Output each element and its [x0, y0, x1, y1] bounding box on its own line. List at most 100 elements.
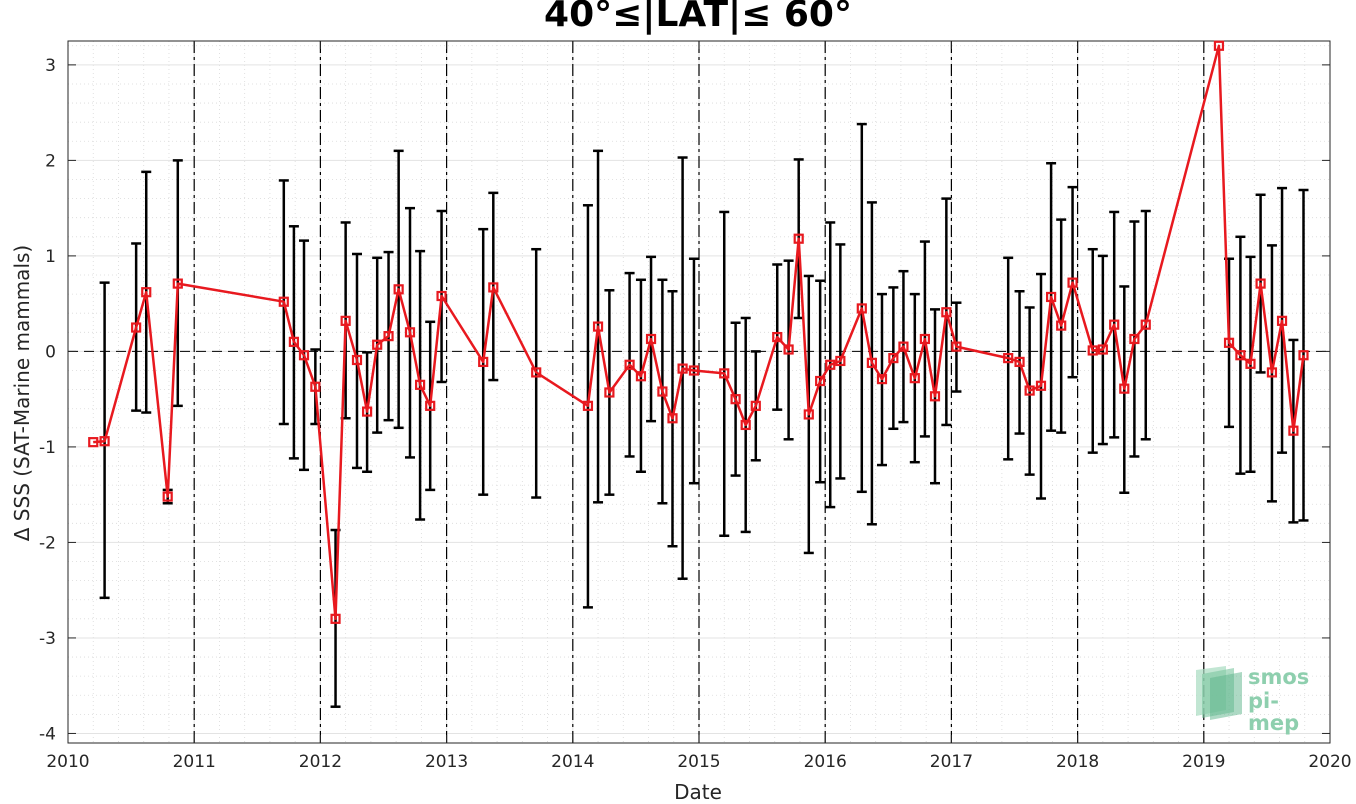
y-tick-label: 0 — [45, 342, 56, 362]
y-tick-label: 1 — [45, 247, 56, 267]
logo-text-line2: pi-mep — [1248, 689, 1300, 735]
data-point — [750, 400, 761, 411]
data-point — [425, 400, 436, 411]
data-point — [1298, 350, 1309, 361]
data-point — [604, 387, 615, 398]
data-point — [688, 365, 700, 376]
x-axis-label: Date — [674, 780, 722, 804]
data-point — [1097, 344, 1108, 355]
data-point — [929, 391, 941, 402]
data-point — [1129, 333, 1140, 345]
data-point — [888, 352, 899, 364]
data-point — [414, 379, 426, 390]
data-point — [1067, 277, 1078, 288]
y-tick-label: -4 — [39, 724, 56, 744]
data-point — [1140, 319, 1151, 330]
data-point — [719, 368, 730, 379]
data-point — [1235, 350, 1246, 361]
data-point — [592, 321, 604, 332]
x-tick-label: 2014 — [551, 752, 594, 772]
data-point — [866, 357, 877, 368]
x-tick-label: 2018 — [1056, 752, 1099, 772]
data-point — [898, 341, 909, 352]
x-tick-label: 2015 — [677, 752, 720, 772]
data-point — [288, 336, 299, 347]
data-point — [1255, 278, 1266, 289]
x-tick-label: 2013 — [425, 752, 468, 772]
y-tick-label: 3 — [45, 56, 56, 76]
data-point — [478, 356, 489, 368]
data-point — [645, 333, 657, 345]
data-point — [1276, 315, 1288, 326]
data-point — [783, 344, 794, 355]
x-tick-label: 2016 — [804, 752, 847, 772]
data-point — [1288, 425, 1299, 436]
chart-title: 40°≤|LAT|≤ 60° — [544, 0, 852, 35]
y-tick-label: 2 — [45, 151, 56, 171]
x-tick-label: 2012 — [299, 752, 342, 772]
data-point — [730, 394, 741, 405]
data-point — [582, 400, 594, 411]
data-point — [1245, 358, 1256, 369]
data-point — [856, 303, 867, 314]
data-point — [99, 436, 110, 447]
data-point — [772, 331, 783, 343]
data-point — [298, 350, 310, 361]
data-point — [803, 409, 814, 420]
x-tick-label: 2010 — [46, 752, 89, 772]
data-point — [835, 355, 846, 367]
data-point — [624, 359, 635, 370]
smos-pi-mep-logo: smos pi-mep — [1190, 664, 1330, 734]
data-point — [1266, 367, 1278, 378]
data-point — [815, 375, 826, 387]
x-tick-label: 2017 — [930, 752, 973, 772]
data-point — [951, 341, 962, 352]
data-point — [825, 359, 836, 370]
data-point — [635, 371, 647, 382]
data-point — [1223, 337, 1235, 348]
data-point — [1014, 356, 1025, 368]
data-point — [1035, 380, 1047, 391]
data-point — [172, 278, 183, 289]
x-tick-label: 2011 — [173, 752, 216, 772]
data-point — [131, 322, 142, 333]
data-point — [372, 339, 383, 350]
y-tick-label: -2 — [39, 533, 56, 553]
data-point — [340, 315, 351, 326]
data-point — [941, 307, 952, 318]
data-point — [919, 333, 930, 345]
data-point — [88, 437, 99, 448]
data-point — [488, 282, 499, 293]
x-tick-label: 2019 — [1182, 752, 1225, 772]
data-point — [1087, 345, 1098, 356]
data-point — [436, 290, 447, 302]
data-point — [404, 327, 416, 338]
data-point — [909, 373, 920, 384]
data-point — [162, 491, 173, 502]
data-point — [361, 406, 373, 417]
x-tick-label: 2020 — [1308, 752, 1351, 772]
y-tick-label: -1 — [39, 438, 56, 458]
data-point — [793, 233, 804, 244]
y-tick-label: -3 — [39, 629, 56, 649]
data-point — [351, 354, 363, 366]
logo-icon — [1196, 666, 1242, 720]
data-point — [657, 386, 668, 397]
logo-text-line1: smos — [1248, 665, 1310, 689]
data-point — [1024, 385, 1035, 396]
data-point — [141, 287, 152, 298]
data-point — [677, 363, 688, 374]
data-point — [876, 374, 888, 385]
data-point — [330, 613, 341, 624]
data-point — [531, 367, 542, 378]
y-axis-label: Δ SSS (SAT-Marine mammals) — [10, 244, 34, 542]
data-point — [383, 331, 394, 342]
data-point — [1003, 352, 1014, 364]
data-point — [1119, 383, 1130, 394]
data-point — [740, 419, 751, 431]
data-point — [1109, 319, 1120, 330]
data-point — [1045, 291, 1057, 303]
data-point — [310, 381, 321, 392]
data-point — [1213, 40, 1225, 51]
